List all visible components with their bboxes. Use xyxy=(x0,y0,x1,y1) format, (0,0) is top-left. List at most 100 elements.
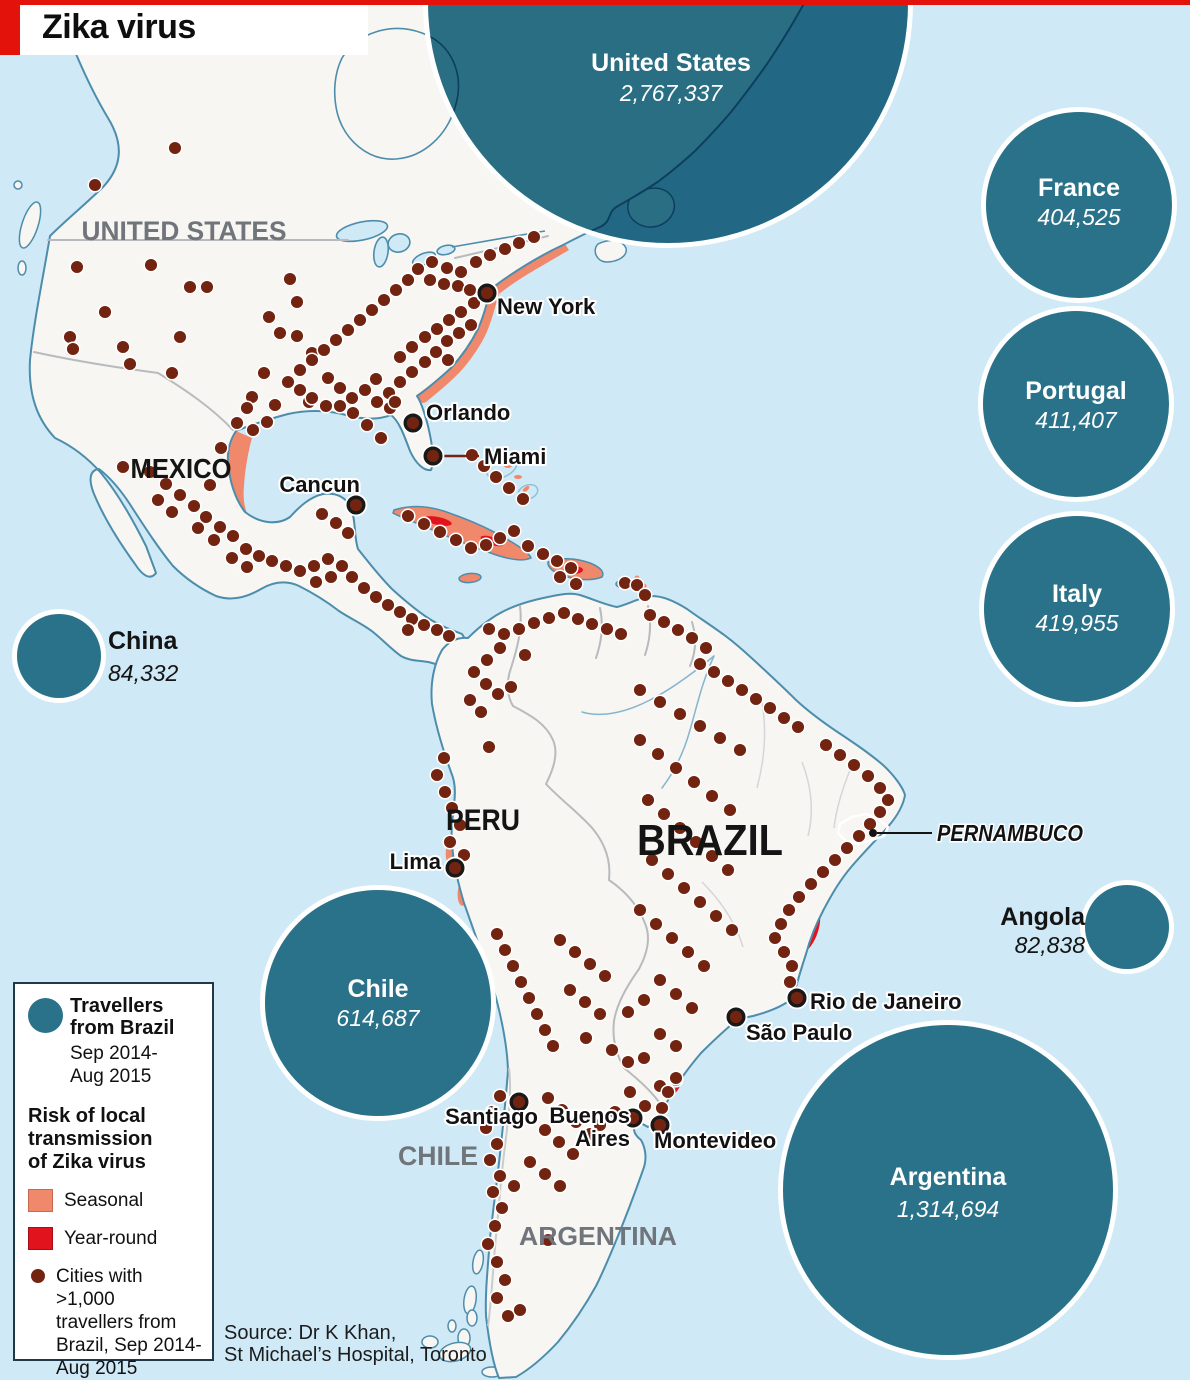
traveller-city-dot xyxy=(692,894,708,910)
traveller-city-dot xyxy=(652,972,668,988)
traveller-city-dot xyxy=(648,916,664,932)
traveller-city-dot xyxy=(535,546,551,562)
traveller-city-dot xyxy=(839,840,855,856)
traveller-city-dot xyxy=(652,694,668,710)
traveller-city-dot xyxy=(851,828,867,844)
traveller-city-dot xyxy=(684,630,700,646)
traveller-city-dot xyxy=(660,866,676,882)
traveller-city-dot xyxy=(568,576,584,592)
traveller-city-dot xyxy=(522,1154,538,1170)
traveller-city-dot xyxy=(552,932,568,948)
traveller-city-dot xyxy=(429,767,445,783)
traveller-city-dot xyxy=(143,257,159,273)
traveller-city-dot xyxy=(289,328,305,344)
traveller-city-dot xyxy=(115,459,131,475)
traveller-city-dot xyxy=(541,610,557,626)
traveller-city-dot xyxy=(637,1098,653,1114)
city-dot-halo-cancun xyxy=(344,493,368,517)
legend-bubble-swatch xyxy=(28,998,63,1033)
traveller-city-dot xyxy=(686,774,702,790)
traveller-city-dot xyxy=(261,309,277,325)
traveller-city-dot xyxy=(720,862,736,878)
traveller-city-dot xyxy=(872,804,888,820)
traveller-city-dot xyxy=(259,414,275,430)
traveller-city-dot xyxy=(720,673,736,689)
traveller-city-dot xyxy=(565,1146,581,1162)
traveller-city-dot xyxy=(364,302,380,318)
traveller-city-dot xyxy=(494,1200,510,1216)
city-dot-são-paulo xyxy=(726,1007,746,1027)
traveller-city-dot xyxy=(782,974,798,990)
bubble-name-portugal: Portugal xyxy=(1025,377,1126,405)
city-dot-halo-santiago xyxy=(507,1090,531,1114)
traveller-city-dot xyxy=(400,272,416,288)
bubble-argentina xyxy=(783,1025,1113,1355)
traveller-city-dot xyxy=(452,817,468,833)
traveller-city-dot xyxy=(862,816,878,832)
traveller-city-dot xyxy=(323,569,339,585)
jamaica xyxy=(458,572,482,584)
pernambuco-callout: PERNAMBUCO xyxy=(869,819,1085,848)
traveller-city-dot xyxy=(264,553,280,569)
traveller-city-dot xyxy=(198,509,214,525)
traveller-city-dot xyxy=(578,1030,594,1046)
traveller-city-dot xyxy=(239,559,255,575)
traveller-city-dot xyxy=(668,1038,684,1054)
traveller-city-dot xyxy=(501,480,517,496)
tierra-del-fuego xyxy=(438,1341,472,1363)
traveller-city-dot xyxy=(860,768,876,784)
traveller-city-dot xyxy=(448,532,464,548)
fjord-island xyxy=(421,1335,439,1349)
traveller-city-dot xyxy=(488,469,504,485)
bahamas xyxy=(514,475,522,479)
traveller-city-dot xyxy=(652,1026,668,1042)
traveller-city-dot xyxy=(400,622,416,638)
bubble-name-angola: Angola xyxy=(1000,903,1086,931)
bahamas xyxy=(522,486,530,492)
city-dot-rio-de-janeiro xyxy=(787,988,807,1008)
traveller-city-dot xyxy=(476,458,492,474)
city-dot-lima xyxy=(445,858,465,878)
traveller-city-dot xyxy=(292,362,308,378)
fjord-island xyxy=(447,1319,457,1333)
source-note: Source: Dr K Khan, St Michael’s Hospital… xyxy=(224,1322,487,1366)
pernambuco-dot xyxy=(869,829,877,837)
traveller-city-dot xyxy=(637,587,653,603)
traveller-city-dot xyxy=(692,656,708,672)
traveller-city-dot xyxy=(437,784,453,800)
traveller-city-dot xyxy=(698,640,714,656)
pernambuco-label: PERNAMBUCO xyxy=(937,820,1083,846)
country-label-argentina: ARGENTINA xyxy=(519,1221,677,1251)
traveller-city-dot xyxy=(439,260,455,276)
traveller-city-dot xyxy=(417,329,433,345)
traveller-city-dot xyxy=(432,524,448,540)
city-dot-halo-miami xyxy=(421,444,445,468)
traveller-city-dot xyxy=(267,397,283,413)
traveller-city-dot xyxy=(280,374,296,390)
traveller-city-dot xyxy=(722,802,738,818)
traveller-city-dot xyxy=(328,332,344,348)
traveller-city-dot xyxy=(656,614,672,630)
traveller-city-dot xyxy=(704,848,720,864)
traveller-city-dot xyxy=(387,394,403,410)
city-dot-montevideo xyxy=(650,1115,670,1135)
traveller-city-dot xyxy=(818,737,834,753)
traveller-city-dot xyxy=(392,604,408,620)
traveller-city-dot xyxy=(526,229,542,245)
city-label-montevideo: Montevideo xyxy=(654,1128,776,1153)
traveller-city-dot xyxy=(442,834,458,850)
traveller-city-dot xyxy=(380,597,396,613)
traveller-city-dot xyxy=(462,282,478,298)
country-label-brazil: BRAZIL xyxy=(637,816,783,865)
city-dot-halo-montevideo xyxy=(648,1113,672,1137)
city-label-miami: Miami xyxy=(484,444,546,469)
traveller-city-dot xyxy=(492,530,508,546)
traveller-city-dot xyxy=(537,1122,553,1138)
vancouver-island xyxy=(18,201,42,249)
traveller-city-dot xyxy=(622,1084,638,1100)
traveller-city-dot xyxy=(567,944,583,960)
traveller-city-dot xyxy=(392,374,408,390)
traveller-city-dot xyxy=(142,464,158,480)
traveller-city-dot xyxy=(676,880,692,896)
